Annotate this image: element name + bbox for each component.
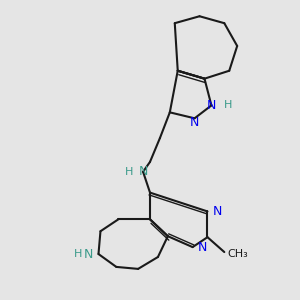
Text: N: N: [207, 99, 216, 112]
Text: N: N: [190, 116, 199, 129]
Text: N: N: [198, 241, 207, 254]
Text: N: N: [84, 248, 94, 260]
Text: H: H: [224, 100, 233, 110]
Text: N: N: [138, 165, 148, 178]
Text: H: H: [74, 249, 83, 259]
Text: CH₃: CH₃: [227, 249, 248, 259]
Text: H: H: [125, 167, 133, 177]
Text: N: N: [212, 205, 222, 218]
